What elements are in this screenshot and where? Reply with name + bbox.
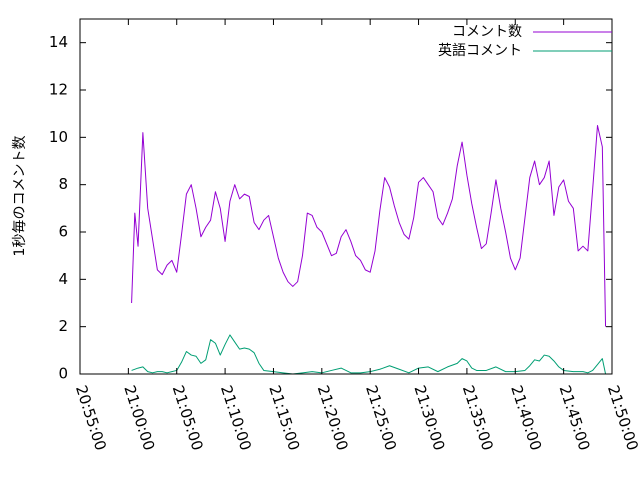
- plot-frame: [79, 18, 613, 375]
- y-tick-label: 10: [49, 128, 68, 146]
- y-tick-label: 12: [49, 81, 68, 99]
- y-tick-label: 8: [58, 175, 68, 193]
- y-tick-label: 0: [58, 365, 68, 383]
- legend-label-0: コメント数: [452, 24, 522, 40]
- series-line-0: [131, 125, 607, 327]
- series-line-1: [131, 334, 607, 375]
- y-axis-label: 1秒毎のコメント数: [12, 136, 28, 257]
- series-layer: [131, 125, 607, 375]
- legend-label-1: 英語コメント: [438, 42, 522, 59]
- y-tick-label: 14: [49, 33, 68, 51]
- y-tick-label: 2: [58, 317, 68, 335]
- y-tick-label: 6: [58, 223, 68, 241]
- y-tick-label: 4: [58, 270, 68, 288]
